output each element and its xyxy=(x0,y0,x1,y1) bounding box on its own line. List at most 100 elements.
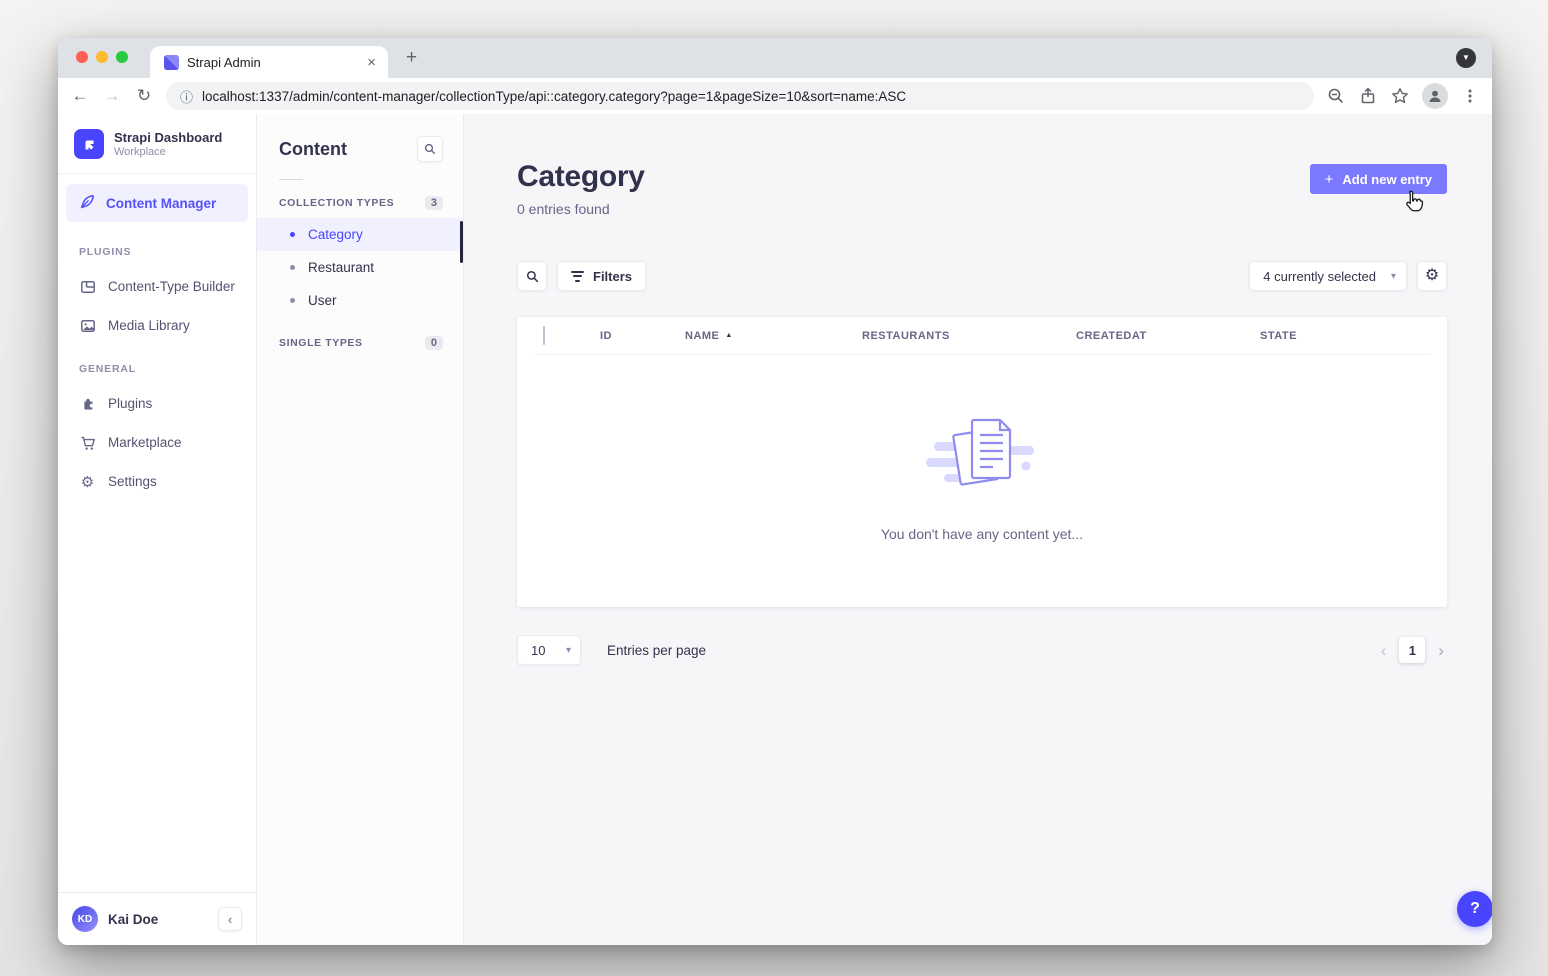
sidebar-item-media-library[interactable]: Media Library xyxy=(58,306,256,345)
collection-types-count-badge: 3 xyxy=(424,196,443,210)
back-icon[interactable]: ← xyxy=(71,86,89,105)
bookmark-star-icon[interactable] xyxy=(1390,86,1410,106)
sidebar-item-content-manager[interactable]: Content Manager xyxy=(66,184,248,222)
add-new-entry-button[interactable]: + Add new entry xyxy=(1309,164,1447,194)
empty-content-illustration xyxy=(926,418,1034,486)
sidebar-item-label: Content Manager xyxy=(106,195,217,211)
sidebar-item-settings[interactable]: ⚙ Settings xyxy=(58,462,256,501)
view-settings-button[interactable]: ⚙ xyxy=(1417,261,1447,291)
strapi-favicon-icon xyxy=(164,54,179,70)
browser-menu-icon[interactable] xyxy=(1460,86,1480,106)
sort-ascending-icon: ▲ xyxy=(725,332,733,339)
bullet-icon xyxy=(290,265,295,270)
sidebar-item-marketplace[interactable]: Marketplace xyxy=(58,423,256,462)
sidebar-spacer xyxy=(58,501,256,892)
user-avatar[interactable]: KD xyxy=(72,906,98,932)
tab-search-button[interactable]: ▼ xyxy=(1456,48,1476,68)
previous-page-icon[interactable]: ‹ xyxy=(1380,640,1387,660)
sidebar-item-label: Plugins xyxy=(108,396,153,411)
sidebar-item-label: Marketplace xyxy=(108,435,182,450)
help-button[interactable]: ? xyxy=(1457,891,1492,927)
gear-icon: ⚙ xyxy=(1424,267,1440,284)
user-name: Kai Doe xyxy=(108,911,159,927)
traffic-light-zoom[interactable] xyxy=(116,51,128,63)
content-nav-item-restaurant[interactable]: Restaurant xyxy=(257,251,463,284)
share-icon[interactable] xyxy=(1358,86,1378,106)
workspace-name: Workplace xyxy=(114,146,166,158)
content-nav-panel: Content COLLECTION TYPES 3 Category Rest… xyxy=(257,114,464,945)
sidebar-item-content-type-builder[interactable]: Content-Type Builder xyxy=(58,267,256,306)
browser-tab-strip: Strapi Admin × + ▼ xyxy=(58,38,1492,78)
content-type-builder-icon xyxy=(79,279,96,295)
empty-state: You don't have any content yet... xyxy=(517,355,1447,607)
collapse-sidebar-button[interactable]: ‹ xyxy=(218,907,242,931)
content-nav-item-user[interactable]: User xyxy=(257,284,463,317)
current-page-button[interactable]: 1 xyxy=(1399,637,1426,663)
chevron-down-icon: ▾ xyxy=(1390,270,1396,282)
forward-icon[interactable]: → xyxy=(103,86,121,105)
column-header-id[interactable]: ID xyxy=(600,329,612,342)
divider xyxy=(534,354,1430,355)
next-page-icon[interactable]: › xyxy=(1438,640,1444,660)
settings-gear-icon: ⚙ xyxy=(80,473,95,491)
site-info-icon[interactable]: ⓘ xyxy=(180,89,194,105)
content-nav-item-label: User xyxy=(308,293,337,308)
search-entries-button[interactable] xyxy=(517,261,547,291)
fields-selected-dropdown[interactable]: 4 currently selected ▾ xyxy=(1249,261,1407,291)
scrollbar-thumb[interactable] xyxy=(460,221,463,263)
content-search-button[interactable] xyxy=(417,136,443,162)
browser-profile-avatar[interactable] xyxy=(1422,83,1448,109)
question-mark-icon: ? xyxy=(1470,900,1480,917)
column-header-state[interactable]: STATE xyxy=(1260,329,1297,342)
entries-table: ID NAME ▲ RESTAURANTS CREATEDAT STATE xyxy=(517,317,1447,607)
column-header-name[interactable]: NAME ▲ xyxy=(685,329,733,342)
fields-selected-value: 4 currently selected xyxy=(1263,268,1376,284)
app-name: Strapi Dashboard xyxy=(114,130,223,145)
general-section-label: GENERAL xyxy=(79,363,136,375)
workspace-header[interactable]: Strapi Dashboard Workplace xyxy=(58,114,256,174)
bullet-icon xyxy=(290,232,295,237)
url-bar[interactable]: ⓘ localhost:1337/admin/content-manager/c… xyxy=(166,82,1314,110)
divider xyxy=(279,179,303,180)
add-new-entry-label: Add new entry xyxy=(1342,171,1432,187)
table-header-row: ID NAME ▲ RESTAURANTS CREATEDAT STATE xyxy=(517,317,1447,354)
chevron-down-icon: ▾ xyxy=(565,644,571,656)
page-size-select[interactable]: 10 ▾ xyxy=(517,635,581,665)
page-title: Category xyxy=(517,160,645,193)
column-header-createdat[interactable]: CREATEDAT xyxy=(1076,329,1147,342)
new-tab-button[interactable]: + xyxy=(406,47,418,68)
browser-tab[interactable]: Strapi Admin × xyxy=(150,46,388,78)
sidebar-item-plugins[interactable]: Plugins xyxy=(58,384,256,423)
page-size-value: 10 xyxy=(531,642,546,658)
url-text: localhost:1337/admin/content-manager/col… xyxy=(202,88,907,104)
marketplace-cart-icon xyxy=(79,435,96,451)
main-sidebar: Strapi Dashboard Workplace Content Manag… xyxy=(58,114,257,945)
bullet-icon xyxy=(290,298,295,303)
traffic-light-close[interactable] xyxy=(76,51,88,63)
plugins-section-label: PLUGINS xyxy=(79,246,132,258)
filters-button[interactable]: Filters xyxy=(557,261,647,291)
traffic-light-minimize[interactable] xyxy=(96,51,108,63)
content-nav-title: Content xyxy=(279,138,347,159)
media-library-icon xyxy=(79,318,96,334)
reload-icon[interactable]: ↻ xyxy=(136,86,152,105)
content-nav-item-label: Category xyxy=(308,227,363,242)
select-all-checkbox[interactable] xyxy=(543,325,545,345)
zoom-page-icon[interactable] xyxy=(1326,86,1346,106)
close-tab-icon[interactable]: × xyxy=(367,53,376,71)
browser-window: Strapi Admin × + ▼ ← → ↻ ⓘ localhost:133… xyxy=(58,38,1492,945)
single-types-label: SINGLE TYPES xyxy=(279,337,363,349)
collection-types-label: COLLECTION TYPES xyxy=(279,197,395,209)
user-profile-row[interactable]: KD Kai Doe ‹ xyxy=(58,892,256,945)
content-nav-item-label: Restaurant xyxy=(308,260,375,275)
column-header-restaurants[interactable]: RESTAURANTS xyxy=(862,329,950,342)
entries-found-text: 0 entries found xyxy=(517,201,610,217)
plus-icon: + xyxy=(1324,170,1334,188)
single-types-count-badge: 0 xyxy=(424,336,443,350)
content-nav-item-category[interactable]: Category xyxy=(257,218,463,251)
browser-toolbar: ← → ↻ ⓘ localhost:1337/admin/content-man… xyxy=(58,78,1492,114)
strapi-admin-app: Strapi Dashboard Workplace Content Manag… xyxy=(58,114,1492,945)
plugins-puzzle-icon xyxy=(79,396,96,412)
filters-label: Filters xyxy=(593,268,633,284)
empty-state-text: You don't have any content yet... xyxy=(880,526,1084,542)
